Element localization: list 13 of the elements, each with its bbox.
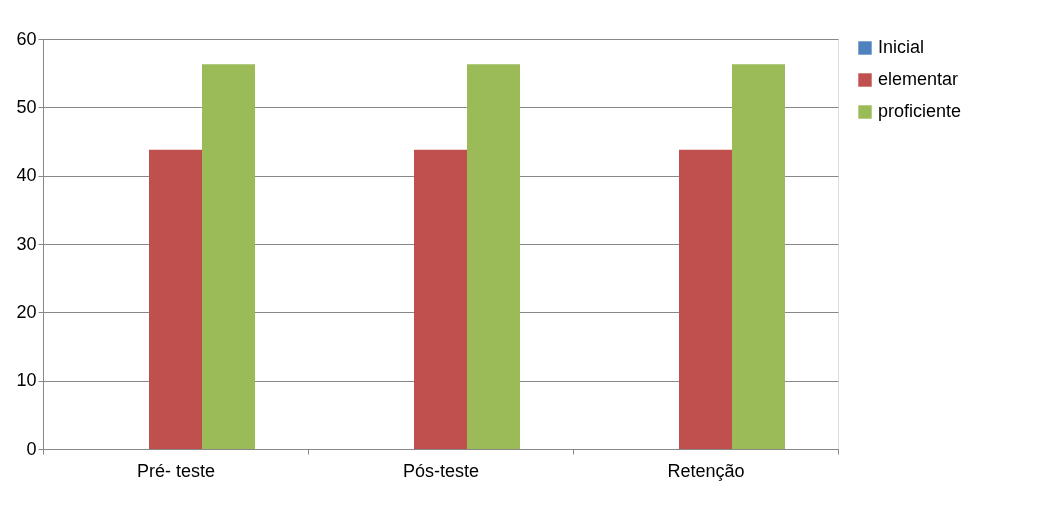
x-tick-label: Pré- teste (136, 460, 216, 481)
legend-label: proficiente (878, 101, 962, 121)
x-tick-label: Pós-teste (402, 460, 480, 481)
y-tick-label: 60 (16, 28, 37, 49)
y-tick-label: 40 (16, 165, 37, 186)
y-tick-label: 50 (16, 96, 37, 117)
y-tick-label: 30 (16, 233, 37, 254)
x-tick-label: Retenção (667, 460, 745, 481)
y-tick-label: 10 (16, 370, 37, 391)
y-tick-label: 20 (16, 301, 37, 322)
legend-label: Inicial (878, 37, 925, 57)
legend-label: elementar (878, 69, 959, 89)
y-tick-label: 0 (26, 438, 37, 459)
